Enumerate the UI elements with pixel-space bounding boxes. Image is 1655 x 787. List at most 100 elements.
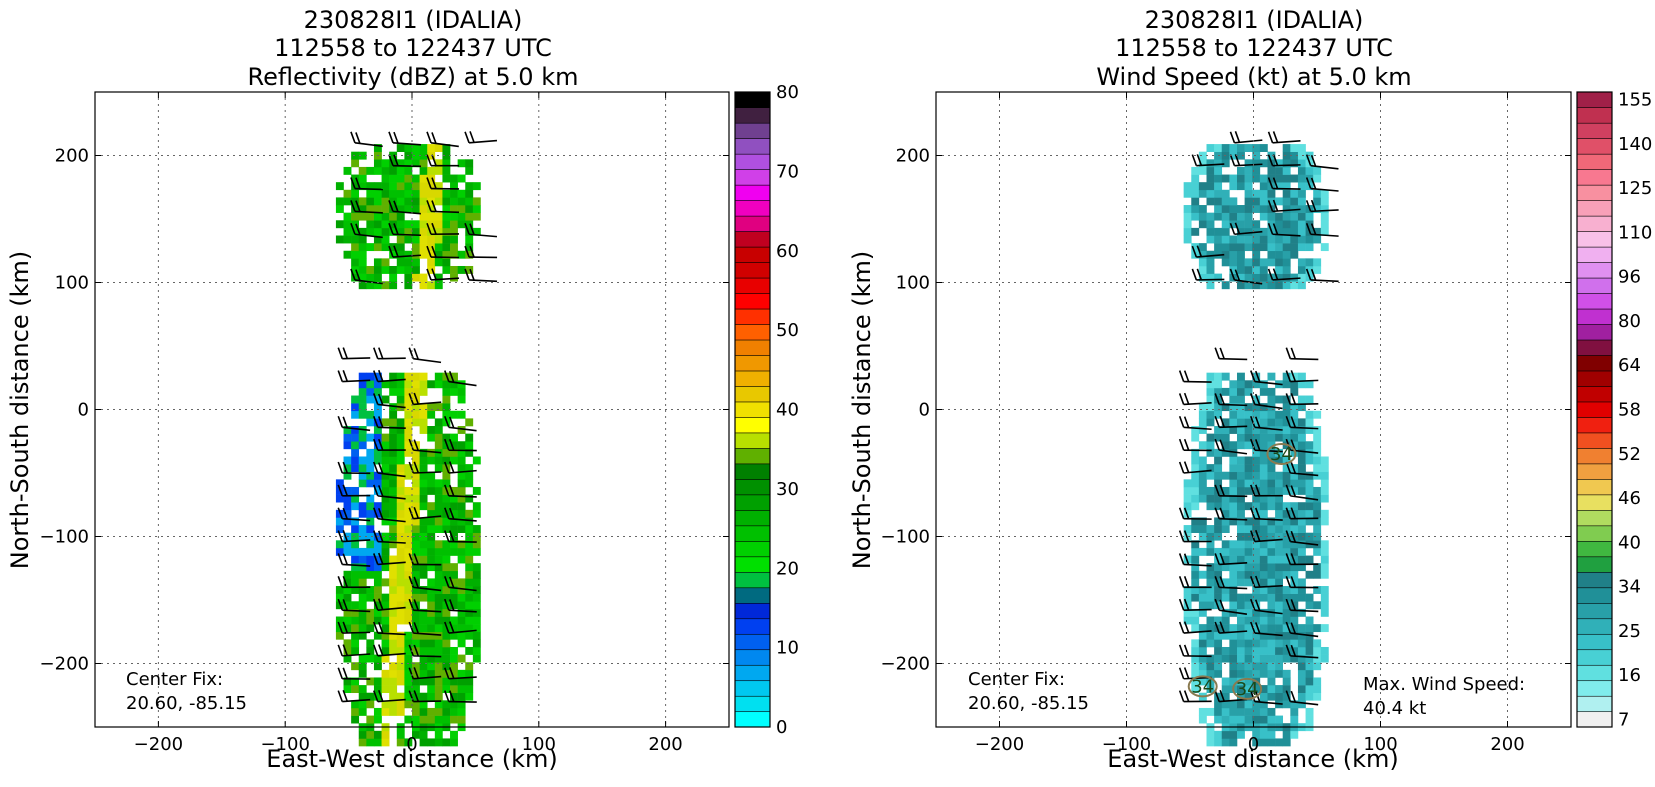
right-colorbar-segment	[1576, 478, 1613, 496]
right-colorbar-segment	[1576, 649, 1613, 666]
left-x-axis-label: East-West distance (km)	[266, 745, 557, 773]
left-colorbar-segment	[734, 308, 771, 325]
left-colorbar-tick-label: 80	[776, 82, 799, 103]
right-wind-south	[1183, 372, 1329, 747]
right-colorbar-tick-label: 34	[1618, 577, 1641, 598]
left-y-axis-label: North-South distance (km)	[6, 251, 34, 570]
left-colorbar-segment	[734, 385, 771, 403]
right-colorbar-segment	[1576, 138, 1613, 155]
right-x-tick-label: 200	[1490, 734, 1524, 755]
right-x-axis-label: East-West distance (km)	[1107, 745, 1398, 773]
right-ticks: −200 −100 0 100 200 −200 −100 0 100 200	[881, 92, 1571, 755]
right-colorbar-tick-label: 25	[1618, 621, 1641, 642]
left-colorbar-segment	[734, 447, 771, 465]
left-title-line-1: 230828I1 (IDALIA)	[304, 6, 523, 34]
right-colorbar-segment	[1576, 664, 1613, 682]
right-colorbar-segment	[1576, 618, 1613, 635]
right-colorbar-tick-label: 110	[1618, 222, 1652, 243]
right-colorbar-segment	[1576, 556, 1613, 573]
right-colorbar-segment	[1576, 184, 1613, 201]
left-colorbar-segment	[734, 153, 771, 170]
left-colorbar-segment	[734, 695, 771, 713]
right-colorbar-tick-label: 7	[1618, 709, 1629, 730]
right-colorbar-tick-label: 46	[1618, 488, 1641, 509]
right-title-line-3: Wind Speed (kt) at 5.0 km	[1096, 63, 1411, 91]
left-colorbar-segment	[734, 494, 771, 511]
left-y-tick-label: 200	[55, 146, 89, 167]
right-plot-area: −200 −100 0 100 200 −200 −100 0 100 200 34 34 34	[881, 92, 1571, 755]
left-y-tick-label: −200	[40, 654, 89, 675]
right-colorbar-tick-label: 155	[1618, 90, 1652, 111]
left-colorbar-segment	[734, 556, 771, 573]
left-colorbar-segment	[734, 324, 771, 341]
left-title-line-3: Reflectivity (dBZ) at 5.0 km	[248, 63, 579, 91]
right-center-fix-value: 20.60, -85.15	[968, 693, 1089, 714]
right-center-fix-label: Center Fix:	[968, 669, 1065, 690]
left-chart: 230828I1 (IDALIA) 112558 to 122437 UTC R…	[6, 6, 799, 773]
right-y-tick-label: −200	[881, 654, 930, 675]
left-colorbar-segment	[734, 122, 771, 139]
left-colorbar-segment	[734, 91, 771, 108]
right-colorbar-segment	[1576, 463, 1613, 480]
right-y-tick-label: −100	[881, 527, 930, 548]
left-center-fix-label: Center Fix:	[126, 669, 223, 690]
left-colorbar-segment	[734, 339, 771, 356]
left-plot-area: −200 −100 0 100 200 −200 −100 0 100 200	[40, 92, 729, 755]
right-title-line-2: 112558 to 122437 UTC	[1115, 34, 1393, 62]
left-colorbar-tick-label: 0	[776, 717, 787, 738]
left-colorbar-segment	[734, 509, 771, 527]
right-colorbar-tick-label: 58	[1618, 400, 1641, 421]
left-colorbar-segment	[734, 200, 771, 217]
left-colorbar-segment	[734, 571, 771, 589]
right-colorbar-segment	[1576, 525, 1613, 542]
right-colorbar-segment	[1576, 215, 1613, 232]
right-colorbar-segment	[1576, 602, 1613, 620]
left-colorbar-segment	[734, 478, 771, 496]
right-colorbar-tick-label: 125	[1618, 178, 1652, 199]
right-colorbar-segment	[1576, 122, 1613, 139]
right-contour-label: 34	[1191, 676, 1214, 697]
left-echo-south	[335, 372, 481, 747]
right-colorbar-tick-label: 52	[1618, 444, 1641, 465]
left-plot-frame	[94, 91, 730, 728]
left-colorbar-segment	[734, 633, 771, 651]
right-colorbar-segment	[1576, 571, 1613, 589]
left-ticks: −200 −100 0 100 200 −200 −100 0 100 200	[40, 92, 729, 755]
left-colorbar-tick-label: 50	[776, 320, 799, 341]
left-title-line-2: 112558 to 122437 UTC	[274, 34, 552, 62]
left-colorbar-segment	[734, 540, 771, 558]
right-colorbar-segment	[1576, 339, 1613, 356]
left-colorbar-tick-label: 30	[776, 479, 799, 500]
left-y-tick-label: 0	[78, 400, 89, 421]
left-wind-barbs	[337, 131, 498, 703]
left-colorbar-segment	[734, 215, 771, 232]
left-colorbar-segment	[734, 602, 771, 620]
right-y-tick-label: 0	[919, 400, 930, 421]
right-colorbar-segment	[1576, 308, 1613, 325]
left-colorbar-segment	[734, 618, 771, 635]
left-colorbar-segment	[734, 354, 771, 372]
left-colorbar-segment	[734, 463, 771, 480]
right-max-wind-label: Max. Wind Speed:	[1363, 674, 1525, 695]
right-grid	[936, 92, 1571, 727]
left-colorbar-segment	[734, 231, 771, 248]
right-colorbar-tick-label: 40	[1618, 532, 1641, 553]
left-colorbar-segment	[734, 711, 771, 728]
left-grid	[95, 92, 729, 727]
right-contours: 34 34 34	[1187, 442, 1297, 700]
left-colorbar-segment	[734, 416, 771, 434]
right-colorbar-segment	[1576, 262, 1613, 279]
left-colorbar-segment	[734, 401, 771, 418]
left-colorbar-tick-label: 60	[776, 241, 799, 262]
left-colorbar: 0 10 20 30 40 50 60 70 80	[734, 82, 799, 738]
left-colorbar-segment	[734, 246, 771, 263]
left-colorbar-segment	[734, 370, 771, 387]
right-x-tick-label: 100	[1363, 734, 1397, 755]
right-colorbar-tick-label: 64	[1618, 355, 1641, 376]
right-colorbar-segment	[1576, 153, 1613, 170]
left-x-tick-label: −100	[260, 734, 309, 755]
right-colorbar-segment	[1576, 509, 1613, 527]
right-colorbar: 7 16 25 34 40 46 52 58 64 80 96 110 125 140 155	[1576, 90, 1652, 730]
left-colorbar-segment	[734, 107, 771, 124]
